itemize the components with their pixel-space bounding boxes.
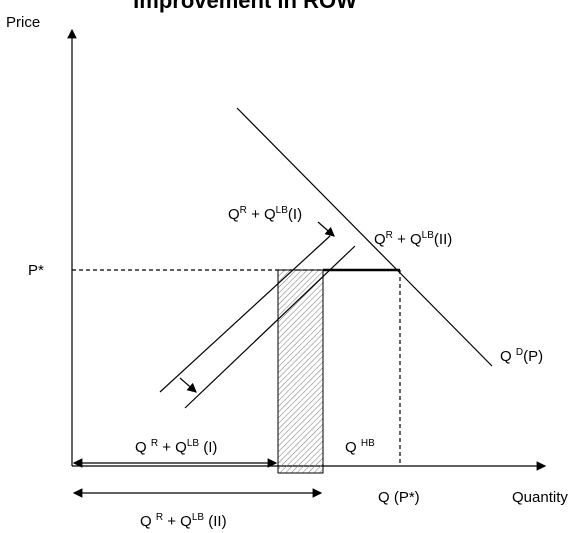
y-axis-label: Price [6, 14, 40, 31]
labels: P*Q (P*)Q D(P)QR + QLB(I)QR + QLB(II)Q R… [28, 205, 543, 530]
superscript: LB [276, 205, 289, 216]
superscript: HB [361, 438, 375, 449]
superscript: R [156, 512, 163, 523]
superscript: LB [192, 512, 205, 523]
label: QR + QLB(I) [228, 205, 302, 223]
label-text: Q [500, 348, 516, 365]
title: Improvement in ROW [133, 0, 357, 13]
superscript: R [151, 438, 158, 449]
label: Q D(P) [500, 347, 543, 365]
label-text: Q [140, 513, 156, 530]
superscript: LB [422, 230, 435, 241]
label-text: Q [345, 439, 361, 456]
label-text: Q [135, 439, 151, 456]
label-text: (II) [434, 231, 452, 248]
label-text: Q (P*) [378, 489, 420, 506]
x-axis-label: Quantity [512, 489, 568, 506]
label: Q (P*) [378, 489, 420, 506]
label: Q R + QLB (II) [140, 512, 227, 530]
superscript: R [240, 205, 247, 216]
label-text: (P) [523, 348, 543, 365]
shift-arrow [179, 377, 197, 393]
label: Q HB [345, 438, 375, 456]
label-text: + Q [247, 206, 276, 223]
demand-line [236, 107, 493, 367]
shaded-area [277, 269, 324, 474]
label-text: + Q [158, 439, 187, 456]
label-text: P* [28, 262, 44, 279]
label: Q R + QLB (I) [135, 438, 217, 456]
shift-arrow [317, 221, 335, 237]
label-text: Q [374, 231, 386, 248]
label: QR + QLB(II) [374, 230, 452, 248]
label-text: + Q [393, 231, 422, 248]
superscript: LB [187, 438, 200, 449]
supply-line-two [184, 245, 356, 409]
label-text: (I) [199, 439, 217, 456]
superscript: D [516, 347, 523, 358]
label-text: + Q [163, 513, 192, 530]
label-text: (I) [288, 206, 302, 223]
label-text: (II) [204, 513, 227, 530]
label: P* [28, 262, 44, 279]
superscript: R [386, 230, 393, 241]
supply-line-one [159, 235, 331, 393]
label-text: Q [228, 206, 240, 223]
